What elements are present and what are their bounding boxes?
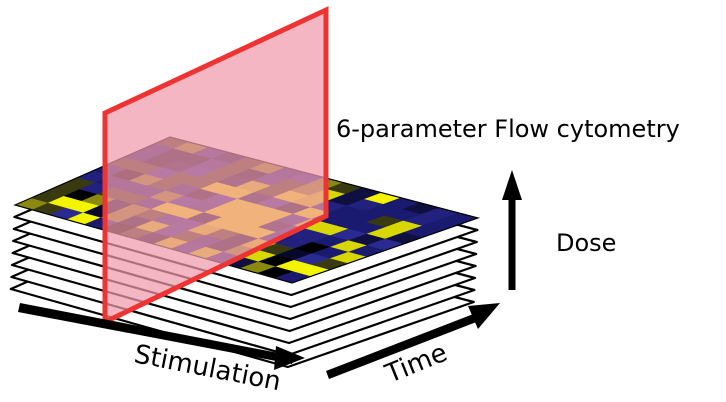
flow-cytometry-label: 6-parameter Flow cytometry <box>336 115 680 143</box>
stimulation-arrow <box>18 303 305 370</box>
cytometry-plane <box>102 6 329 326</box>
dose-label: Dose <box>556 229 616 257</box>
time-arrow <box>326 303 500 379</box>
dose-arrow <box>502 170 522 290</box>
time-label: Time <box>380 338 451 390</box>
